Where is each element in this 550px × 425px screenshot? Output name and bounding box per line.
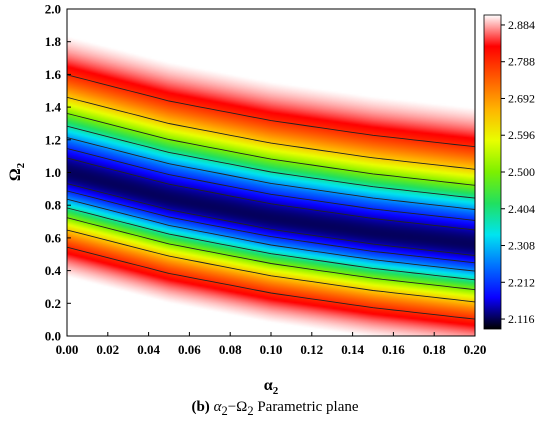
contour-line <box>67 157 475 231</box>
colorbar-tick-label: 2.884 <box>508 18 535 32</box>
colorbar-tick-label: 2.308 <box>508 239 535 253</box>
x-axis-title: α2 <box>264 377 279 397</box>
x-tick-label: 0.20 <box>464 342 487 357</box>
contour-line <box>67 217 475 291</box>
y-tick-label: 0.0 <box>45 329 61 344</box>
x-tick-label: 0.06 <box>178 342 201 357</box>
heatmap-image <box>67 9 475 336</box>
x-tick-label: 0.00 <box>56 342 79 357</box>
y-tick-label: 1.0 <box>45 165 61 180</box>
colorbar-tick-label: 2.404 <box>508 202 535 216</box>
contour-line <box>67 198 475 272</box>
x-axis-ticks: 0.00 0.02 0.04 0.06 0.08 0.10 0.12 0.14 0.16 0.18… <box>56 332 487 357</box>
colorbar-tick-label: 2.692 <box>508 91 535 105</box>
x-tick-label: 0.04 <box>137 342 160 357</box>
x-tick-label: 0.10 <box>260 342 283 357</box>
contour-line <box>67 137 475 210</box>
contour-line <box>67 148 475 221</box>
colorbar-ticks: 2.884 2.788 2.692 2.596 2.500 2.404 2.308 2.212… <box>501 18 535 326</box>
contour-lines <box>67 74 475 320</box>
colorbar-tick-label: 2.116 <box>508 312 535 326</box>
y-tick-label: 1.2 <box>45 132 61 147</box>
contour-line <box>67 229 475 303</box>
contour-line <box>67 74 475 148</box>
colorbar: 2.884 2.788 2.692 2.596 2.500 2.404 2.308 2.212… <box>483 14 535 330</box>
y-tick-label: 1.6 <box>45 67 62 82</box>
contour-line <box>67 96 475 170</box>
y-axis-title: Ω2 <box>7 162 27 181</box>
colorbar-tick-label: 2.500 <box>508 165 535 179</box>
contour-line <box>67 207 475 281</box>
caption-math-left: α <box>213 399 222 415</box>
heatmap-chart: 0.00 0.02 0.04 0.06 0.08 0.10 0.12 0.14 0.16 0.18… <box>7 2 535 398</box>
x-tick-label: 0.16 <box>382 342 405 357</box>
caption-math-right: Ω <box>236 399 248 415</box>
y-tick-label: 1.4 <box>45 100 62 115</box>
colorbar-tick-label: 2.788 <box>508 55 535 69</box>
y-tick-label: 0.8 <box>45 198 62 213</box>
x-tick-label: 0.14 <box>341 342 364 357</box>
colorbar-gradient <box>483 14 502 330</box>
caption-text: Parametric plane <box>257 399 359 415</box>
x-tick-label: 0.18 <box>423 342 446 357</box>
y-tick-label: 0.4 <box>45 263 62 278</box>
y-tick-label: 1.8 <box>45 34 62 49</box>
caption-prefix: (b) <box>191 399 210 415</box>
caption-dash: − <box>227 399 237 415</box>
figure-caption: (b) α2−Ω2 Parametric plane <box>0 399 550 419</box>
contour-line <box>67 190 475 264</box>
contour-line <box>67 112 475 186</box>
x-tick-label: 0.12 <box>300 342 323 357</box>
contour-line <box>67 246 475 320</box>
y-tick-label: 2.0 <box>45 2 61 17</box>
contour-line <box>67 183 475 256</box>
x-tick-label: 0.08 <box>219 342 242 357</box>
y-tick-label: 0.2 <box>45 296 61 311</box>
plot-area <box>66 8 476 337</box>
colorbar-tick-label: 2.212 <box>508 275 535 289</box>
x-tick-label: 0.02 <box>96 342 119 357</box>
colorbar-tick-label: 2.596 <box>508 128 535 142</box>
caption-math-right-sub: 2 <box>247 404 254 418</box>
contour-line <box>67 125 475 199</box>
y-axis-ticks: 0.0 0.2 0.4 0.6 0.8 1.0 1.2 1.4 1.6 1.8 2.0 <box>45 2 71 344</box>
caption-math-left-sub: 2 <box>221 404 228 418</box>
y-tick-label: 0.6 <box>45 230 62 245</box>
